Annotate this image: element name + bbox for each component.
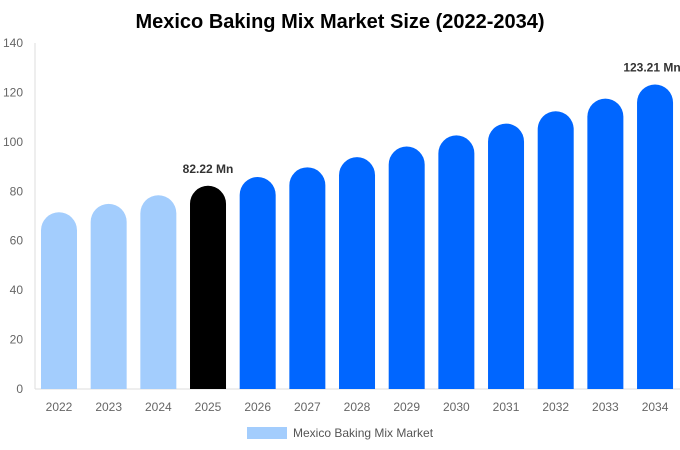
y-tick-label: 60	[10, 234, 24, 248]
x-tick-label: 2023	[95, 400, 122, 414]
bar-2025[interactable]	[190, 185, 227, 389]
bar-2027[interactable]	[289, 167, 326, 389]
data-label-2034: 123.21 Mn	[623, 60, 680, 74]
bar-2028[interactable]	[339, 157, 376, 389]
x-tick-label: 2027	[294, 400, 321, 414]
y-tick-label: 40	[10, 283, 24, 297]
data-label-2025: 82.22 Mn	[183, 162, 234, 176]
y-tick-label: 80	[10, 184, 24, 198]
bar-2026[interactable]	[239, 176, 276, 389]
x-tick-label: 2028	[344, 400, 371, 414]
x-tick-label: 2022	[46, 400, 73, 414]
y-tick-label: 100	[3, 135, 23, 149]
bar-2030[interactable]	[438, 135, 475, 389]
bar-2022[interactable]	[41, 212, 77, 389]
x-tick-label: 2030	[443, 400, 470, 414]
x-tick-label: 2033	[592, 400, 619, 414]
x-tick-label: 2024	[145, 400, 172, 414]
y-tick-label: 0	[16, 382, 23, 396]
x-tick-label: 2034	[642, 400, 669, 414]
bar-2031[interactable]	[488, 123, 525, 390]
x-tick-label: 2032	[542, 400, 569, 414]
x-tick-label: 2029	[393, 400, 420, 414]
bar-2029[interactable]	[388, 146, 425, 389]
bar-2024[interactable]	[140, 195, 177, 389]
y-tick-label: 120	[3, 85, 23, 99]
x-tick-label: 2026	[244, 400, 271, 414]
bar-2034[interactable]	[637, 84, 674, 389]
legend-swatch[interactable]	[247, 427, 287, 439]
x-tick-label: 2025	[195, 400, 222, 414]
bar-2032[interactable]	[537, 111, 574, 389]
y-tick-label: 140	[3, 36, 23, 50]
chart-title: Mexico Baking Mix Market Size (2022-2034…	[135, 11, 544, 33]
bar-2033[interactable]	[587, 98, 624, 389]
legend-label[interactable]: Mexico Baking Mix Market	[293, 426, 434, 440]
x-tick-label: 2031	[493, 400, 520, 414]
y-tick-label: 20	[10, 333, 24, 347]
bar-2023[interactable]	[90, 203, 127, 389]
